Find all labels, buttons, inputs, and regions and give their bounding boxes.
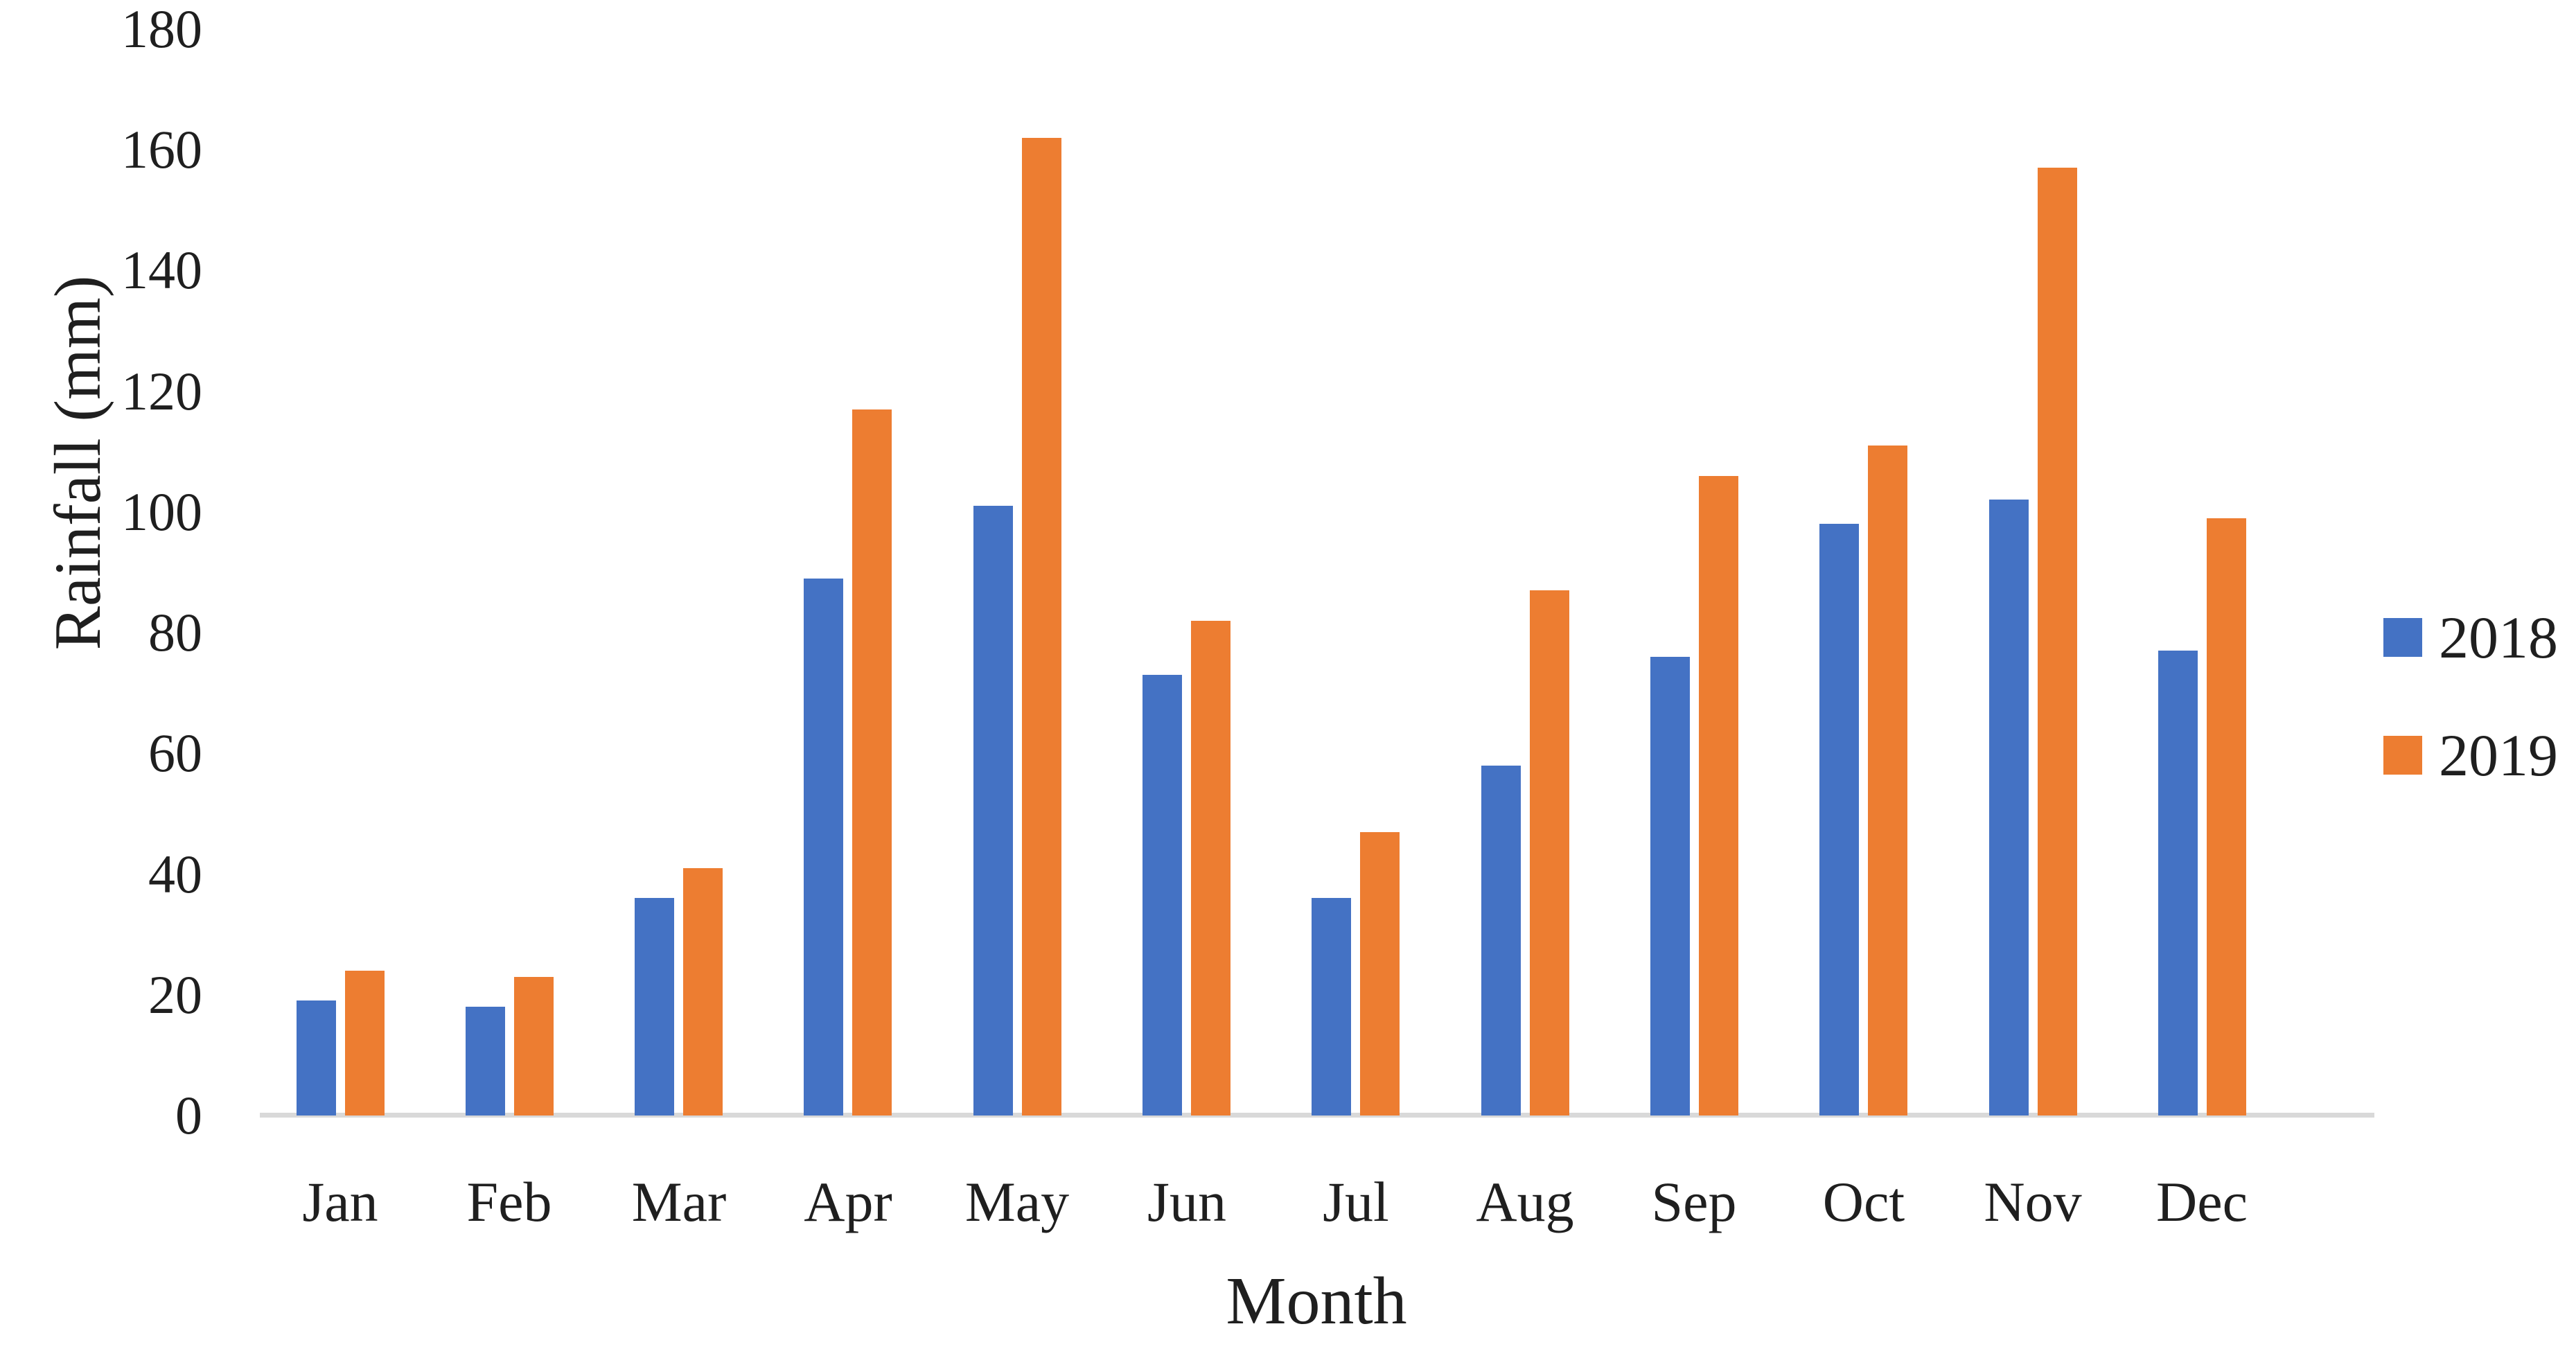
bar-2019-aug: [1530, 590, 1569, 1116]
bar-2018-aug: [1481, 766, 1521, 1116]
x-tick-label-may: May: [964, 1170, 1070, 1233]
y-tick-label-0: 0: [175, 1085, 202, 1145]
y-tick-label-20: 20: [148, 964, 202, 1025]
legend-swatch-2019: [2383, 736, 2422, 775]
x-tick-label-jul: Jul: [1323, 1170, 1389, 1233]
bar-2019-jun: [1191, 621, 1230, 1116]
bar-2019-sep: [1699, 476, 1738, 1116]
legend-swatch-2018: [2383, 618, 2422, 657]
bar-2019-jan: [345, 971, 385, 1116]
x-tick-label-jan: Jan: [302, 1170, 378, 1233]
bar-2019-feb: [514, 977, 554, 1116]
y-tick-label-40: 40: [148, 843, 202, 904]
bar-2019-mar: [683, 868, 723, 1116]
x-tick-label-jun: Jun: [1147, 1170, 1226, 1233]
bar-2019-oct: [1868, 446, 1907, 1116]
bar-2019-nov: [2038, 168, 2077, 1116]
y-tick-label-140: 140: [121, 240, 202, 301]
bar-2018-dec: [2158, 651, 2198, 1116]
x-tick-label-mar: Mar: [631, 1170, 727, 1233]
x-tick-label-dec: Dec: [2155, 1170, 2248, 1233]
y-tick-label-160: 160: [121, 119, 202, 180]
bar-2018-oct: [1819, 524, 1859, 1116]
bar-2018-may: [973, 506, 1013, 1116]
legend-label-2018: 2018: [2439, 604, 2558, 671]
y-tick-label-80: 80: [148, 602, 202, 663]
x-tick-label-nov: Nov: [1984, 1170, 2082, 1233]
bar-2018-feb: [466, 1007, 505, 1116]
legend-entry-2018: 2018: [2383, 603, 2558, 672]
bar-2019-may: [1022, 138, 1061, 1116]
x-tick-label-apr: Apr: [804, 1170, 892, 1233]
bar-2018-sep: [1650, 657, 1690, 1116]
bar-2018-apr: [804, 579, 843, 1116]
x-tick-label-oct: Oct: [1822, 1170, 1905, 1233]
bar-2019-apr: [852, 409, 892, 1116]
x-tick-label-sep: Sep: [1651, 1170, 1737, 1233]
y-tick-label-120: 120: [121, 360, 202, 421]
x-axis-title: Month: [1226, 1264, 1407, 1339]
bar-2018-jul: [1312, 898, 1351, 1116]
bar-2018-jun: [1143, 675, 1182, 1116]
y-tick-label-180: 180: [121, 0, 202, 59]
x-tick-label-aug: Aug: [1476, 1170, 1574, 1233]
bar-2018-mar: [635, 898, 674, 1116]
legend-entry-2019: 2019: [2383, 721, 2558, 790]
bar-2019-jul: [1360, 832, 1400, 1116]
y-tick-label-100: 100: [121, 481, 202, 542]
x-tick-label-feb: Feb: [466, 1170, 552, 1233]
legend-label-2019: 2019: [2439, 722, 2558, 788]
y-tick-label-60: 60: [148, 723, 202, 784]
y-axis-title: Rainfall (mm): [41, 275, 114, 651]
bar-2018-nov: [1989, 500, 2029, 1116]
bar-2018-jan: [297, 1000, 336, 1116]
bar-2019-dec: [2207, 518, 2246, 1116]
